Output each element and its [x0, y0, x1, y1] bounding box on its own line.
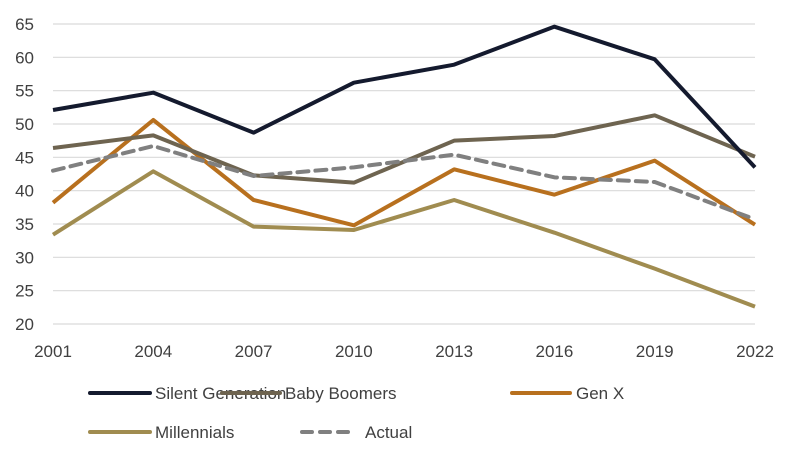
legend-item-millennials: Millennials [88, 423, 234, 442]
y-tick-label: 45 [15, 148, 34, 167]
x-tick-label: 2004 [134, 342, 172, 361]
y-tick-label: 65 [15, 15, 34, 34]
legend-label: Millennials [155, 423, 234, 442]
series-line-gen-x [51, 118, 757, 228]
x-tick-label: 2001 [34, 342, 72, 361]
x-axis-ticks: 2001 2004 2007 2010 2013 2016 2019 2022 [34, 342, 774, 361]
y-tick-label: 55 [15, 82, 34, 101]
series-line-actual [51, 144, 757, 222]
legend-label: Baby Boomers [285, 384, 397, 403]
y-tick-label: 20 [15, 315, 34, 334]
legend-item-baby-boomers: Baby Boomers [220, 384, 397, 403]
y-tick-label: 30 [15, 248, 34, 267]
y-axis-ticks: 20 25 30 35 40 45 50 55 60 65 [15, 15, 34, 334]
legend-item-actual: Actual [300, 423, 412, 442]
y-tick-label: 40 [15, 182, 34, 201]
y-tick-label: 25 [15, 282, 34, 301]
legend-item-gen-x: Gen X [510, 384, 624, 403]
x-tick-label: 2016 [536, 342, 574, 361]
series-line-millennials [51, 169, 756, 309]
y-tick-label: 60 [15, 48, 34, 67]
legend-label: Actual [365, 423, 412, 442]
x-tick-label: 2019 [636, 342, 674, 361]
gridlines [53, 23, 755, 325]
series-lines [51, 24, 757, 309]
x-tick-label: 2022 [736, 342, 774, 361]
legend-label: Gen X [576, 384, 624, 403]
x-tick-label: 2007 [235, 342, 273, 361]
series-line-silent-generation [52, 24, 757, 169]
x-tick-label: 2010 [335, 342, 373, 361]
y-tick-label: 35 [15, 215, 34, 234]
x-tick-label: 2013 [435, 342, 473, 361]
y-tick-label: 50 [15, 115, 34, 134]
